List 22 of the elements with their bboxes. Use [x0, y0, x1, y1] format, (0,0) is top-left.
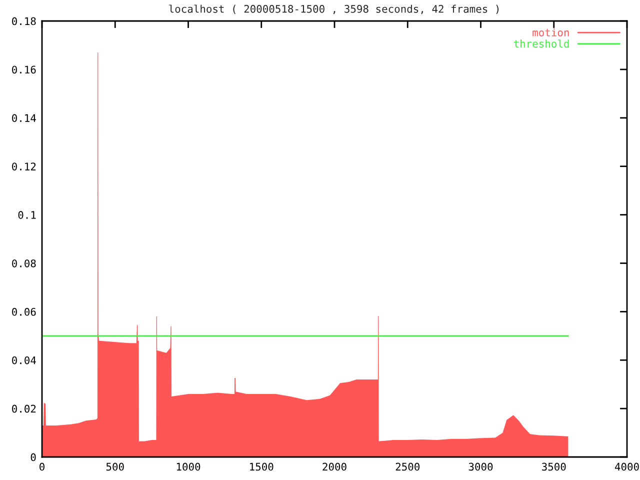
y-tick-label: 0.12 — [12, 162, 36, 170]
y-tick-label: 0.1 — [18, 211, 36, 219]
x-tick-label: 500 — [106, 462, 124, 471]
x-tick-label: 3500 — [542, 462, 566, 471]
y-tick-label: 0 — [30, 453, 36, 462]
y-tick-label: 0.06 — [12, 308, 36, 316]
x-tick-label: 2500 — [396, 462, 420, 471]
x-tick-label: 0 — [40, 462, 44, 471]
x-tick-label: 2000 — [322, 462, 346, 471]
legend-label: motion — [532, 28, 569, 36]
y-tick-label: 0.02 — [12, 404, 36, 413]
y-tick-label: 0.16 — [12, 66, 36, 74]
chart-title: localhost ( 20000518-1500 , 3598 seconds, 42 frames ) — [169, 4, 499, 14]
y-tick-label: 0.14 — [12, 114, 36, 122]
y-tick-label: 0.04 — [12, 356, 36, 364]
x-tick-label: 1500 — [250, 462, 274, 471]
legend-label: threshold — [514, 39, 569, 48]
x-tick-label: 1000 — [176, 462, 200, 471]
y-tick-label: 0.18 — [12, 17, 36, 26]
x-tick-label: 3000 — [468, 462, 493, 471]
x-tick-label: 4000 — [614, 462, 639, 471]
y-tick-label: 0.08 — [12, 259, 36, 268]
